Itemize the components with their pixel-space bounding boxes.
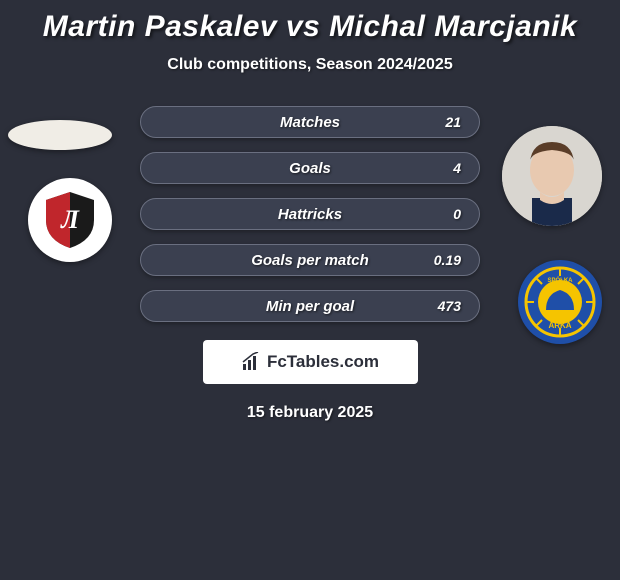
comparison-date: 15 february 2025 — [0, 404, 620, 422]
svg-text:ARKA: ARKA — [548, 321, 571, 330]
stat-row: Matches 21 — [140, 106, 480, 138]
stat-value: 473 — [438, 298, 461, 314]
stats-list: Matches 21 Goals 4 Hattricks 0 Goals per… — [0, 106, 620, 322]
stat-label: Min per goal — [266, 298, 354, 315]
stat-value: 0 — [453, 206, 461, 222]
stat-value: 0.19 — [434, 252, 461, 268]
chart-icon — [241, 352, 261, 372]
fctables-logo: FcTables.com — [203, 340, 418, 384]
stat-row: Goals 4 — [140, 152, 480, 184]
stat-value: 4 — [453, 160, 461, 176]
stat-row: Goals per match 0.19 — [140, 244, 480, 276]
comparison-subtitle: Club competitions, Season 2024/2025 — [0, 56, 620, 74]
stat-label: Matches — [280, 114, 340, 131]
stat-row: Hattricks 0 — [140, 198, 480, 230]
logo-text: FcTables.com — [267, 352, 379, 372]
stat-label: Goals — [289, 160, 331, 177]
stat-value: 21 — [445, 114, 461, 130]
stat-row: Min per goal 473 — [140, 290, 480, 322]
stat-label: Hattricks — [278, 206, 342, 223]
comparison-title: Martin Paskalev vs Michal Marcjanik — [0, 0, 620, 44]
stat-label: Goals per match — [251, 252, 369, 269]
